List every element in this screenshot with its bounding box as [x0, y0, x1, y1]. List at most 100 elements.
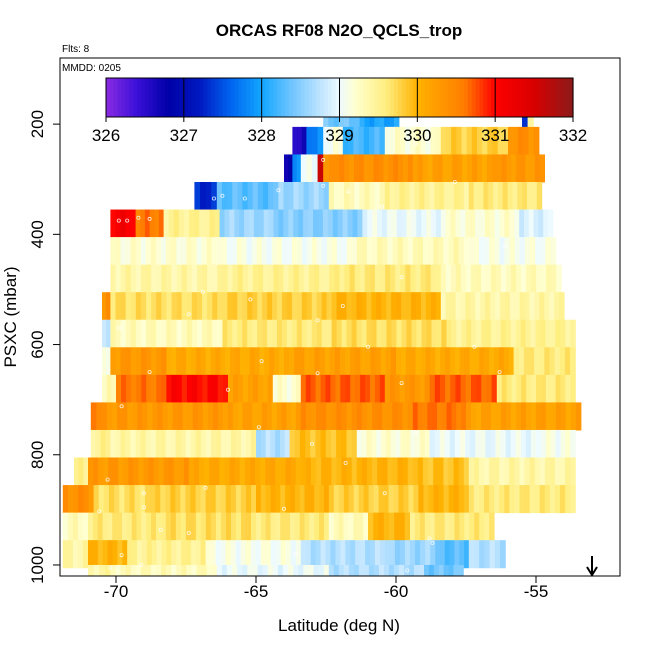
heatmap-cell [123, 457, 129, 486]
heatmap-cell [534, 485, 541, 514]
heatmap-cell [404, 540, 411, 569]
heatmap-cell [316, 457, 322, 486]
heatmap-cell [504, 485, 510, 514]
heatmap-cell [416, 319, 423, 348]
heatmap-cell [338, 485, 345, 514]
heatmap-cell [424, 181, 430, 211]
heatmap-cell [461, 319, 467, 348]
heatmap-cell [506, 374, 513, 403]
heatmap-cell [524, 237, 531, 266]
heatmap-cell [217, 374, 224, 403]
heatmap-cell [253, 209, 260, 238]
heatmap-cell [356, 402, 363, 431]
colorbar-swatch [183, 78, 189, 117]
heatmap-cell [559, 347, 566, 376]
heatmap-cell [305, 402, 312, 431]
heatmap-cell [385, 264, 391, 293]
heatmap-cell [186, 237, 193, 266]
heatmap-cell [368, 512, 374, 541]
heatmap-cell [544, 347, 551, 376]
heatmap-cell [258, 264, 264, 293]
colorbar-tick-label: 330 [403, 126, 431, 145]
heatmap-cell [333, 512, 340, 541]
heatmap-cell [504, 457, 510, 486]
heatmap-cell [293, 264, 300, 293]
heatmap-cell [430, 347, 436, 376]
heatmap-cell [422, 154, 429, 183]
heatmap-cell [357, 209, 363, 238]
heatmap-cell [528, 209, 535, 238]
heatmap-cell [171, 347, 177, 376]
heatmap-cell [299, 429, 306, 459]
heatmap-cell [356, 457, 363, 486]
heatmap-cell [286, 319, 293, 348]
heatmap-cell [225, 485, 232, 514]
heatmap-cell [256, 485, 262, 514]
heatmap-cell [515, 429, 522, 459]
heatmap-cell [117, 512, 123, 541]
heatmap-cell [240, 485, 247, 514]
heatmap-cell [175, 485, 181, 514]
heatmap-cell [397, 237, 404, 266]
heatmap-cell [484, 237, 490, 266]
heatmap-cell [445, 347, 451, 376]
heatmap-cell [417, 154, 424, 183]
heatmap-cell [273, 264, 279, 293]
heatmap-cell [369, 374, 376, 403]
sample-marker [413, 430, 418, 435]
heatmap-cell [188, 457, 195, 486]
heatmap-cell [265, 485, 272, 514]
heatmap-cell [156, 347, 162, 376]
heatmap-cell [399, 374, 406, 403]
heatmap-cell [465, 374, 472, 403]
heatmap-cell [284, 347, 290, 376]
heatmap-cell [278, 264, 285, 293]
heatmap-cell [282, 374, 288, 403]
heatmap-cell [285, 540, 292, 569]
heatmap-cell [196, 564, 203, 576]
colorbar-swatch [370, 78, 376, 117]
heatmap-cell [430, 292, 437, 321]
heatmap-cell [120, 209, 127, 238]
heatmap-cell [116, 374, 122, 403]
heatmap-cell [88, 457, 94, 486]
colorbar-swatch [502, 78, 508, 117]
colorbar-swatch [323, 78, 329, 117]
heatmap-cell [376, 319, 383, 348]
heatmap-cell [531, 374, 537, 403]
heatmap-cell [247, 264, 254, 293]
heatmap-cell [323, 512, 330, 541]
heatmap-cell [247, 402, 253, 431]
heatmap-cell [361, 237, 368, 266]
heatmap-cell [126, 374, 132, 403]
heatmap-cell [495, 264, 502, 293]
heatmap-cell [93, 457, 99, 486]
heatmap-cell [221, 564, 228, 576]
heatmap-cell [258, 209, 265, 238]
heatmap-cell [467, 154, 473, 183]
heatmap-cell [310, 402, 317, 431]
heatmap-cell [235, 485, 242, 514]
heatmap-cell [524, 292, 531, 321]
heatmap-cell [346, 429, 353, 459]
heatmap-cell [214, 457, 220, 486]
colorbar-swatch [514, 78, 520, 117]
heatmap-cell [209, 209, 216, 238]
heatmap-cell [354, 154, 360, 183]
heatmap-cell [247, 564, 254, 576]
heatmap-cell [202, 319, 208, 348]
heatmap-cell [120, 347, 127, 376]
heatmap-cell [366, 429, 372, 459]
heatmap-cell [373, 512, 380, 541]
heatmap-cell [443, 457, 450, 486]
heatmap-cell [435, 209, 442, 238]
heatmap-cell [336, 237, 343, 266]
colorbar-swatch [506, 78, 512, 117]
heatmap-cell [193, 457, 200, 486]
heatmap-cell [232, 319, 238, 348]
heatmap-cell [448, 457, 455, 486]
heatmap-cell [458, 181, 465, 211]
sample-marker [119, 404, 124, 409]
heatmap-cell [131, 512, 138, 541]
heatmap-cell [371, 292, 377, 321]
